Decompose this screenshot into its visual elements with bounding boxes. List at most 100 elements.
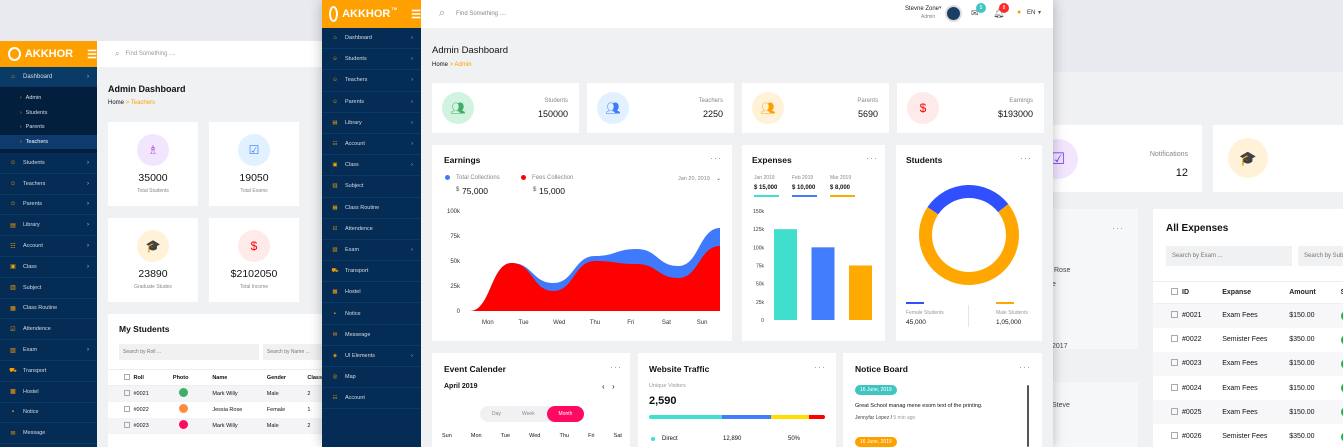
search-input[interactable]: Find Something .... (125, 51, 176, 57)
sidebar-item-parents[interactable]: ☺ Parents › (0, 195, 97, 216)
sidebar-item-class-routine[interactable]: ▦ Class Routine (0, 299, 97, 320)
sidebar-item-transport[interactable]: ⛟ Transport (322, 261, 421, 283)
main-brand[interactable]: AKKHOR TM ☰ (322, 0, 421, 28)
sidebar-item-ui-elements[interactable]: ◈ UI Elements › (322, 346, 421, 367)
row-checkbox[interactable] (1153, 304, 1182, 328)
sidebar-item-hostel[interactable]: ▩ Hostel (322, 282, 421, 304)
sidebar-item-notice[interactable]: ▪ Notice (322, 303, 421, 325)
sidebar-item-dashboard[interactable]: ⌂ Dashboard › (322, 28, 421, 50)
sidebar-item-hostel[interactable]: ▩ Hostel (0, 382, 97, 403)
sidebar-item-students[interactable]: ☺ Students › (322, 49, 421, 71)
menu-toggle-icon[interactable]: ☰ (411, 8, 421, 21)
prev-month-icon[interactable]: ‹ (602, 382, 605, 391)
submenu-item[interactable]: › Students (0, 106, 97, 121)
column-header[interactable]: Amount (1289, 289, 1316, 296)
column-header[interactable]: Expanse (1222, 289, 1252, 296)
table-row[interactable]: #0021 Exam Fees $150.00 P (1153, 303, 1343, 328)
search-roll-input[interactable]: Search by Roll ... (119, 344, 259, 360)
sidebar-item-class[interactable]: ▣ Class › (322, 155, 421, 177)
more-icon[interactable]: ··· (1020, 153, 1032, 163)
column-header[interactable]: Roll (133, 374, 144, 381)
row-checkbox[interactable] (108, 418, 134, 434)
more-icon[interactable]: ··· (710, 153, 722, 163)
language-caret-icon[interactable]: ▾ (1038, 10, 1042, 16)
crumb-home[interactable]: Home (108, 100, 125, 106)
sidebar-item-account[interactable]: ☷ Account (322, 388, 421, 410)
tab-week[interactable]: Week (522, 411, 535, 417)
column-header[interactable]: ID (1182, 289, 1190, 296)
crumb-home[interactable]: Home (432, 62, 449, 68)
sidebar-item-notice[interactable]: ▪ Notice (0, 403, 97, 424)
sidebar-item-parents[interactable]: ☺ Parents › (322, 92, 421, 113)
row-checkbox[interactable] (1153, 376, 1182, 400)
more-icon[interactable]: ··· (1112, 223, 1124, 233)
search-name-input[interactable]: Search by Name ... (263, 344, 330, 360)
tab-month[interactable]: Month (547, 406, 584, 422)
row-checkbox[interactable] (1153, 328, 1182, 352)
select-all-checkbox[interactable] (108, 370, 134, 386)
sidebar-item-account[interactable]: ☷ Account › (0, 236, 97, 257)
sidebar-item-teachers[interactable]: ☺ Teachers › (322, 70, 421, 92)
table-row[interactable]: #0023 Exam Fees $150.00 P (1153, 351, 1343, 377)
avatar[interactable] (945, 5, 962, 22)
more-icon[interactable]: ··· (1019, 362, 1031, 372)
scrollbar[interactable] (1027, 385, 1029, 447)
sidebar-item-class-routine[interactable]: ▦ Class Routine (322, 198, 421, 219)
table-row[interactable]: #0022 Semister Fees $350.00 P (1153, 327, 1343, 352)
row-checkbox[interactable] (1153, 424, 1182, 447)
table-row[interactable]: #0024 Exam Fees $150.00 P (1153, 376, 1343, 401)
globe-icon[interactable]: ● (1017, 9, 1022, 16)
sidebar-item-attendence[interactable]: ☑ Attendence (0, 319, 97, 341)
bell-icon[interactable]: 🔔︎ (993, 8, 1005, 18)
sidebar-item-transport[interactable]: ⛟ Transport (0, 361, 97, 382)
sidebar-item-library[interactable]: ▤ Library › (0, 215, 97, 237)
sidebar-item-class[interactable]: ▣ Class › (0, 257, 97, 278)
submenu-item[interactable]: › Parents (0, 120, 97, 135)
notice-text[interactable]: Great School manag mene esom text of the… (855, 403, 983, 409)
search-exam-input[interactable]: Search by Exam ... (1166, 246, 1292, 266)
tab-day[interactable]: Day (492, 411, 501, 417)
table-row[interactable]: #0025 Exam Fees $150.00 P (1153, 400, 1343, 425)
sidebar-item-exam[interactable]: ▧ Exam › (0, 340, 97, 361)
sidebar-item-dashboard[interactable]: ⌂ Dashboard › (0, 67, 97, 87)
menu-toggle-icon[interactable]: ☰ (87, 48, 97, 61)
column-header[interactable]: Class (307, 374, 323, 381)
chevron-down-icon[interactable]: ⌄ (716, 176, 722, 182)
row-checkbox[interactable] (1153, 352, 1182, 376)
sidebar-item-subject[interactable]: ▥ Subject (322, 176, 421, 198)
column-header[interactable]: Photo (172, 374, 189, 381)
table-row[interactable]: #0026 Semister Fees $350.00 P (1153, 424, 1343, 447)
sidebar-item-attendence[interactable]: ☑ Attendence (322, 219, 421, 240)
more-icon[interactable]: ··· (610, 362, 622, 372)
sidebar-item-exam[interactable]: ▧ Exam › (322, 240, 421, 262)
sidebar-item-map[interactable]: ◎ Map (322, 367, 421, 389)
sidebar-item-messeage[interactable]: ✉ Messeage (322, 325, 421, 346)
sidebar-item-teachers[interactable]: ☺ Teachers › (0, 174, 97, 195)
submenu-item[interactable]: › Admin (0, 91, 97, 106)
search-subject-input[interactable]: Search by Sub (1298, 246, 1343, 266)
row-checkbox[interactable] (1153, 400, 1182, 424)
more-icon[interactable]: ··· (814, 362, 826, 372)
sidebar-item-students[interactable]: ☺ Students › (0, 153, 97, 174)
user-caret-icon[interactable]: ▾ (939, 5, 942, 11)
next-month-icon[interactable]: › (612, 382, 615, 391)
sidebar-item-library[interactable]: ▤ Library › (322, 113, 421, 134)
column-header[interactable]: Name (212, 374, 228, 381)
user-name[interactable]: Stevne Zone (905, 6, 940, 12)
column-header[interactable]: Sta (1340, 289, 1343, 296)
search-input[interactable]: Find Something .... (456, 11, 507, 17)
column-header[interactable]: Gender (266, 374, 287, 381)
sidebar-item-account[interactable]: ☷ Account › (322, 134, 421, 156)
sidebar-item-message[interactable]: ✉ Message (0, 423, 97, 445)
language-selector[interactable]: EN (1027, 10, 1036, 16)
row-checkbox[interactable] (108, 402, 134, 418)
row-checkbox[interactable] (108, 386, 134, 402)
submenu-item[interactable]: › Teachers (0, 134, 97, 149)
mail-icon[interactable]: ✉ (971, 8, 979, 18)
select-all-checkbox[interactable] (1153, 282, 1182, 304)
back-left-brand[interactable]: AKKHOR ☰ (0, 41, 97, 67)
more-icon[interactable]: ··· (866, 153, 878, 163)
